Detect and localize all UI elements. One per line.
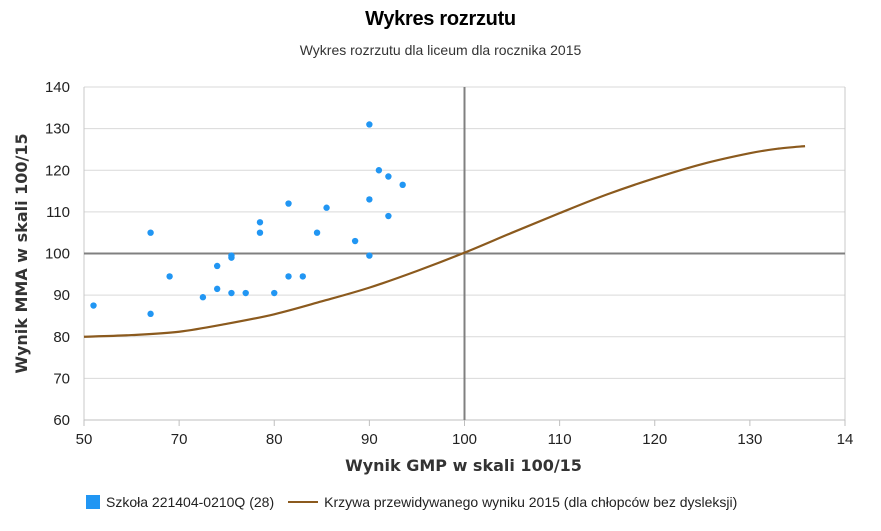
- scatter-plot: 60 70 80 90 100 110 120 130 140 50 70 80 90 100 110 120…: [12, 79, 853, 475]
- legend: Szkoła 221404-0210Q (28) Krzywa przewidy…: [86, 494, 751, 510]
- scatter-point[interactable]: [299, 273, 306, 280]
- scatter-point[interactable]: [366, 196, 373, 203]
- scatter-point[interactable]: [366, 252, 373, 259]
- legend-square-marker: [86, 495, 100, 509]
- y-tick-label: 100: [45, 246, 70, 263]
- scatter-point[interactable]: [385, 212, 392, 220]
- scatter-point[interactable]: [166, 273, 173, 280]
- x-tick-label: 14: [837, 431, 854, 448]
- y-tick-label: 90: [53, 287, 70, 304]
- chart-subtitle: Wykres rozrzutu dla liceum dla rocznika …: [299, 42, 582, 58]
- scatter-point[interactable]: [90, 302, 97, 309]
- x-axis-title: Wynik GMP w skali 100/15: [345, 456, 582, 475]
- x-tick-label: 120: [642, 431, 667, 448]
- y-tick-label: 70: [53, 370, 70, 387]
- scatter-point[interactable]: [199, 294, 207, 301]
- scatter-point[interactable]: [213, 262, 221, 270]
- scatter-point[interactable]: [285, 200, 292, 207]
- prediction-curve-layer: [83, 145, 806, 338]
- scatter-point[interactable]: [351, 237, 359, 245]
- scatter-point[interactable]: [366, 121, 373, 128]
- scatter-point[interactable]: [256, 219, 264, 226]
- y-tick-label: 110: [46, 204, 70, 221]
- chart-title: Wykres rozrzutu: [365, 8, 516, 30]
- prediction-curve: [83, 145, 806, 338]
- scatter-point[interactable]: [271, 289, 278, 297]
- scatter-point[interactable]: [399, 181, 406, 189]
- y-axis-title: Wynik MMA w skali 100/15: [12, 133, 31, 373]
- scatter-points-layer: [90, 121, 406, 318]
- x-tick-label: 100: [452, 431, 477, 448]
- legend-line-marker: [288, 501, 319, 503]
- scatter-point[interactable]: [228, 289, 235, 297]
- y-tick-label: 80: [53, 329, 70, 346]
- x-tick-label: 110: [548, 431, 572, 448]
- tick-labels: 60 70 80 90 100 110 120 130 140 50 70 80 90 100 110 120…: [45, 79, 853, 448]
- scatter-point[interactable]: [213, 285, 221, 293]
- y-tick-label: 120: [45, 162, 70, 179]
- x-tick-label: 90: [361, 431, 378, 448]
- x-tick-label: 70: [171, 431, 188, 448]
- y-tick-label: 130: [45, 121, 70, 138]
- scatter-point[interactable]: [285, 273, 292, 280]
- y-tick-label: 60: [53, 412, 70, 429]
- legend-item-school[interactable]: Szkoła 221404-0210Q (28): [86, 494, 274, 510]
- scatter-point[interactable]: [147, 310, 154, 318]
- scatter-point[interactable]: [256, 229, 264, 236]
- scatter-point[interactable]: [375, 167, 383, 174]
- scatter-point[interactable]: [228, 254, 235, 261]
- y-tick-label: 140: [45, 79, 70, 96]
- legend-label-school: Szkoła 221404-0210Q (28): [106, 494, 275, 510]
- scatter-point[interactable]: [323, 204, 330, 211]
- scatter-point[interactable]: [147, 229, 154, 236]
- x-tick-label: 50: [76, 431, 93, 448]
- x-tick-label: 80: [266, 431, 283, 448]
- scatter-point[interactable]: [242, 289, 249, 297]
- scatter-point[interactable]: [313, 229, 321, 236]
- legend-item-prediction-curve[interactable]: Krzywa przewidywanego wyniku 2015 (dla c…: [288, 494, 737, 510]
- scatter-point[interactable]: [385, 173, 392, 180]
- x-tick-label: 130: [737, 431, 762, 448]
- legend-label-prediction-curve: Krzywa przewidywanego wyniku 2015 (dla c…: [324, 494, 738, 510]
